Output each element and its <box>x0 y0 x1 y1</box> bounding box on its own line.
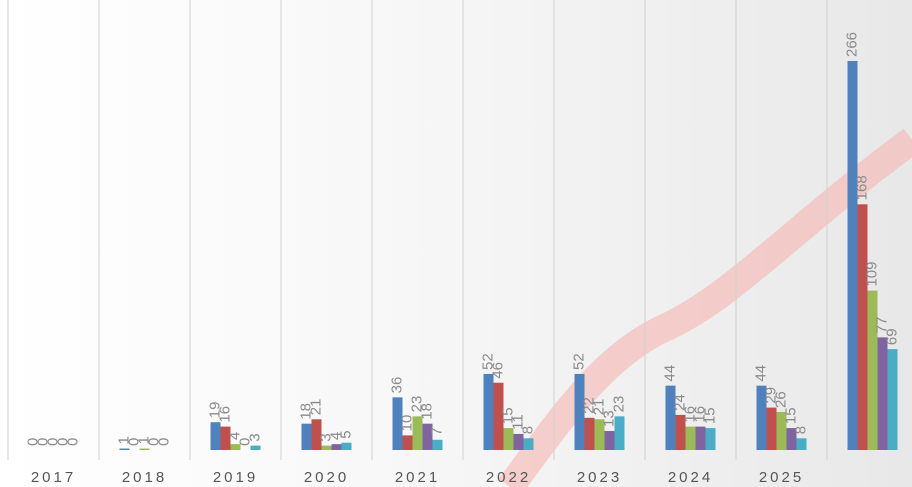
value-label: 23 <box>610 396 627 413</box>
bar <box>615 416 625 450</box>
value-label: 44 <box>752 365 769 382</box>
x-tick-label: 2025 <box>759 469 804 486</box>
value-label: 18 <box>418 403 435 420</box>
bar <box>322 446 332 450</box>
bar <box>605 431 615 450</box>
value-label: 5 <box>337 430 354 438</box>
bar <box>868 291 878 450</box>
value-label: 109 <box>863 262 880 287</box>
bar <box>120 449 130 450</box>
value-label: 168 <box>853 175 870 200</box>
bar <box>403 435 413 450</box>
value-label: 266 <box>843 32 860 57</box>
bar <box>767 408 777 450</box>
bar <box>211 422 221 450</box>
bar <box>524 438 534 450</box>
chart: 2017000002018101002019191640320201821345… <box>0 0 912 487</box>
value-label: 69 <box>883 328 900 345</box>
bar <box>342 443 352 450</box>
value-label: 7 <box>428 427 445 435</box>
x-tick-label: 2019 <box>213 469 258 486</box>
bar <box>140 449 150 450</box>
value-label: 26 <box>772 391 789 408</box>
x-tick-label: 2018 <box>122 469 167 486</box>
bar <box>706 428 716 450</box>
value-label: 8 <box>792 426 809 434</box>
value-label: 3 <box>246 433 263 441</box>
value-label: 46 <box>489 362 506 379</box>
value-label: 0 <box>64 438 81 446</box>
value-label: 52 <box>570 353 587 370</box>
bar <box>686 427 696 450</box>
bar <box>878 337 888 450</box>
value-label: 15 <box>701 407 718 424</box>
value-label: 36 <box>388 377 405 394</box>
value-label: 16 <box>216 406 233 423</box>
x-tick-label: 2023 <box>577 469 622 486</box>
x-tick-label: 2017 <box>31 469 76 486</box>
page: 2017000002018101002019191640320201821345… <box>0 0 912 487</box>
bar <box>504 428 514 450</box>
bar <box>797 438 807 450</box>
x-tick-label: 2021 <box>395 469 440 486</box>
bar <box>888 349 898 450</box>
bar <box>858 204 868 450</box>
value-label: 0 <box>155 438 172 446</box>
x-tick-label: 2020 <box>304 469 349 486</box>
value-label: 8 <box>519 426 536 434</box>
x-tick-label: 2024 <box>668 469 713 486</box>
value-label: 21 <box>307 399 324 416</box>
bar <box>848 61 858 450</box>
bar <box>251 446 261 450</box>
bar <box>332 444 342 450</box>
bar <box>696 427 706 450</box>
x-tick-label: 2022 <box>486 469 531 486</box>
value-label: 44 <box>661 365 678 382</box>
bar <box>514 434 524 450</box>
bar <box>302 424 312 450</box>
value-label: 15 <box>782 407 799 424</box>
bar <box>484 374 494 450</box>
bar <box>413 416 423 450</box>
bar <box>433 440 443 450</box>
bar <box>585 418 595 450</box>
